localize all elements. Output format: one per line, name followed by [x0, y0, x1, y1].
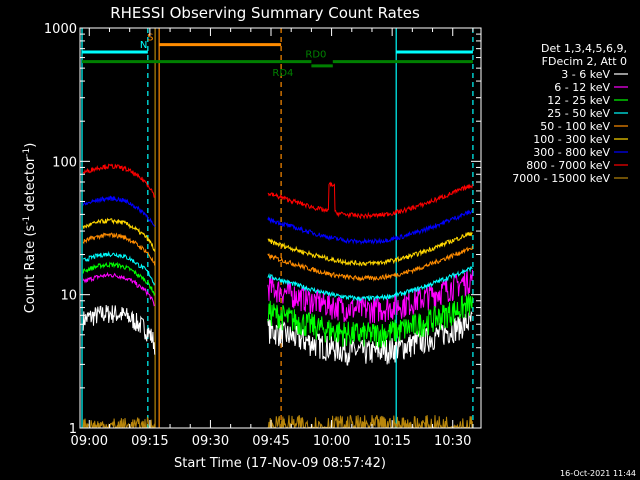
plot-frame [79, 27, 482, 429]
series-line [82, 163, 473, 220]
y-axis-label: Count Rate (s-1 detector-1) [22, 143, 38, 314]
flag-label: RD4 [272, 68, 293, 79]
data-curves [82, 163, 473, 428]
series-line [82, 261, 473, 348]
state-lines [81, 28, 474, 428]
y-tick-label: 100 [52, 155, 77, 170]
legend-entry: 6 - 12 keV [554, 81, 610, 94]
series-line [82, 217, 473, 267]
legend-entry: 7000 - 15000 keV [512, 172, 610, 185]
x-tick-label: 09:15 [131, 434, 168, 449]
y-axis-ticks: 1 10 100 1000 [44, 22, 481, 437]
generation-timestamp: 16-Oct-2021 11:44 [560, 469, 636, 478]
x-tick-label: 10:15 [373, 434, 410, 449]
series-line [82, 232, 473, 282]
x-tick-label: 09:45 [252, 434, 289, 449]
state-flags: NS RD0 RD4 [82, 33, 473, 79]
x-tick-label: 10:30 [434, 434, 471, 449]
legend: Det 1,3,4,5,6,9, FDecim 2, Att 0 3 - 6 k… [512, 42, 628, 185]
legend-entry: 300 - 800 keV [533, 146, 610, 159]
legend-entry: 50 - 100 keV [540, 120, 610, 133]
y-tick-label: 1 [69, 422, 77, 437]
series-line [83, 250, 473, 302]
x-tick-label: 09:00 [71, 434, 108, 449]
x-axis-label: Start Time (17-Nov-09 08:57:42) [174, 456, 386, 471]
legend-entry: 3 - 6 keV [561, 68, 610, 81]
flag-label: S [147, 33, 153, 44]
legend-header-decimation: FDecim 2, Att 0 [542, 55, 627, 68]
legend-entry: 100 - 300 keV [533, 133, 610, 146]
series-line [82, 304, 473, 366]
flag-label: RD0 [305, 50, 326, 61]
chart-title: RHESSI Observing Summary Count Rates [110, 4, 420, 22]
flag-label: N [140, 40, 147, 51]
x-tick-label: 10:00 [313, 434, 350, 449]
y-tick-label: 1000 [44, 22, 77, 37]
legend-entry: 25 - 50 keV [547, 107, 610, 120]
legend-header-detectors: Det 1,3,4,5,6,9, [541, 42, 627, 55]
series-line [82, 195, 473, 246]
x-tick-label: 09:30 [192, 434, 229, 449]
legend-entry: 12 - 25 keV [547, 94, 610, 107]
y-tick-label: 10 [60, 289, 77, 304]
legend-entry: 800 - 7000 keV [526, 159, 610, 172]
series-line [82, 414, 473, 428]
x-axis-ticks: 09:00 09:15 09:30 09:45 10:00 10:15 10:30 [71, 28, 474, 449]
